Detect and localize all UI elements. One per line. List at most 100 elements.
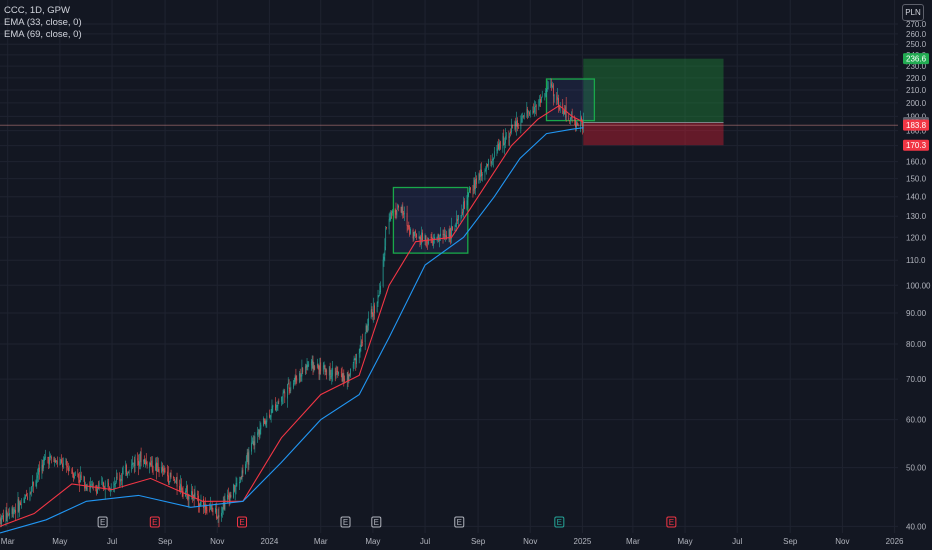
- candle-body: [305, 366, 307, 368]
- candle-body: [140, 451, 142, 463]
- candle: [382, 253, 384, 288]
- candle: [559, 101, 561, 113]
- earnings-marker-label: E: [457, 518, 462, 527]
- candle-body: [55, 460, 56, 463]
- x-tick-label: 2024: [261, 537, 279, 546]
- candle-body: [391, 213, 393, 215]
- candle-body: [282, 392, 284, 396]
- candle-body: [379, 291, 381, 295]
- candle: [532, 106, 534, 115]
- position-zones[interactable]: [583, 58, 724, 146]
- candle-body: [389, 217, 391, 220]
- candle: [396, 209, 398, 219]
- candle: [37, 468, 38, 483]
- candle: [139, 451, 141, 470]
- candle-body: [534, 107, 535, 113]
- candle: [359, 344, 361, 358]
- candle-body: [257, 429, 259, 433]
- candle: [198, 490, 199, 513]
- candle: [499, 140, 501, 150]
- candle-body: [544, 93, 546, 97]
- price-tag-bg: [903, 119, 929, 131]
- symbol-label[interactable]: CCC, 1D, GPW: [4, 5, 70, 16]
- earnings-marker[interactable]: E: [149, 516, 160, 528]
- earnings-marker[interactable]: E: [454, 516, 465, 528]
- candle-body: [361, 340, 363, 341]
- candle: [235, 476, 237, 495]
- earnings-marker[interactable]: E: [554, 516, 565, 528]
- candle: [15, 503, 16, 521]
- candle-body: [328, 366, 330, 376]
- candle: [49, 451, 50, 469]
- candle-body: [103, 482, 104, 488]
- candle: [60, 458, 62, 465]
- candle-body: [287, 383, 289, 385]
- candle-body: [523, 115, 525, 117]
- candle-body: [227, 494, 228, 500]
- candle-body: [179, 485, 180, 492]
- candle-body: [558, 98, 559, 108]
- consolidation-boxes[interactable]: [392, 78, 596, 254]
- candle: [550, 78, 552, 89]
- candle-body: [444, 233, 446, 237]
- candle: [174, 480, 176, 483]
- earnings-marker[interactable]: E: [371, 516, 382, 528]
- candle: [185, 488, 186, 498]
- candle: [504, 137, 505, 155]
- price-tag-label: 183.8: [906, 121, 927, 130]
- time-axis[interactable]: Mar May Jul Sep Nov 2024 Mar May Jul Sep Nov 2025 Ma…: [1, 537, 904, 546]
- earnings-marker[interactable]: E: [666, 516, 677, 528]
- candle: [570, 117, 571, 125]
- candle: [210, 504, 212, 512]
- candle-body: [499, 142, 500, 151]
- candle: [90, 477, 92, 493]
- candle-body: [296, 378, 298, 382]
- candle-body: [523, 115, 524, 117]
- ema-slow-label[interactable]: EMA (69, close, 0): [4, 29, 82, 40]
- ema-fast-label[interactable]: EMA (33, close, 0): [4, 17, 82, 28]
- candle-body: [437, 235, 439, 237]
- candle-body: [504, 142, 505, 146]
- candle-body: [65, 460, 67, 463]
- earnings-marker-label: E: [669, 518, 674, 527]
- earnings-marker[interactable]: E: [97, 516, 108, 528]
- candle: [79, 472, 80, 493]
- candle-body: [451, 225, 452, 239]
- candle: [539, 95, 541, 107]
- earnings-marker-box: [666, 516, 677, 528]
- candle: [490, 155, 492, 167]
- candle-body: [53, 458, 55, 462]
- earnings-marker[interactable]: E: [237, 516, 248, 528]
- candle: [145, 458, 146, 468]
- candle: [308, 361, 310, 368]
- candle-body: [15, 509, 16, 514]
- candle-body: [252, 440, 254, 445]
- currency-button[interactable]: PLN: [902, 4, 924, 21]
- candle: [350, 368, 351, 378]
- candle: [188, 493, 190, 509]
- candle: [102, 477, 103, 487]
- candle: [418, 231, 420, 240]
- candle-body: [430, 237, 432, 239]
- candle-body: [284, 392, 286, 398]
- price-tag-stop: 170.3: [903, 139, 929, 151]
- candle: [562, 98, 564, 114]
- candle: [492, 153, 493, 166]
- candle: [376, 301, 378, 313]
- candle: [252, 435, 254, 446]
- price-axis[interactable]: 40.00 50.00 60.00 70.00 80.00 90.00 100.00 110.…: [903, 20, 931, 531]
- candle-body: [12, 508, 14, 514]
- candle-body: [253, 441, 255, 446]
- candle: [516, 111, 517, 136]
- candle-body: [452, 226, 453, 231]
- candle-body: [410, 229, 411, 234]
- y-tick-label: 100.00: [906, 281, 931, 290]
- candle-body: [68, 467, 69, 472]
- candle: [581, 115, 582, 125]
- candle: [74, 471, 76, 476]
- candle-body: [216, 518, 218, 520]
- candle-body: [292, 382, 294, 388]
- earnings-marker[interactable]: E: [340, 516, 351, 528]
